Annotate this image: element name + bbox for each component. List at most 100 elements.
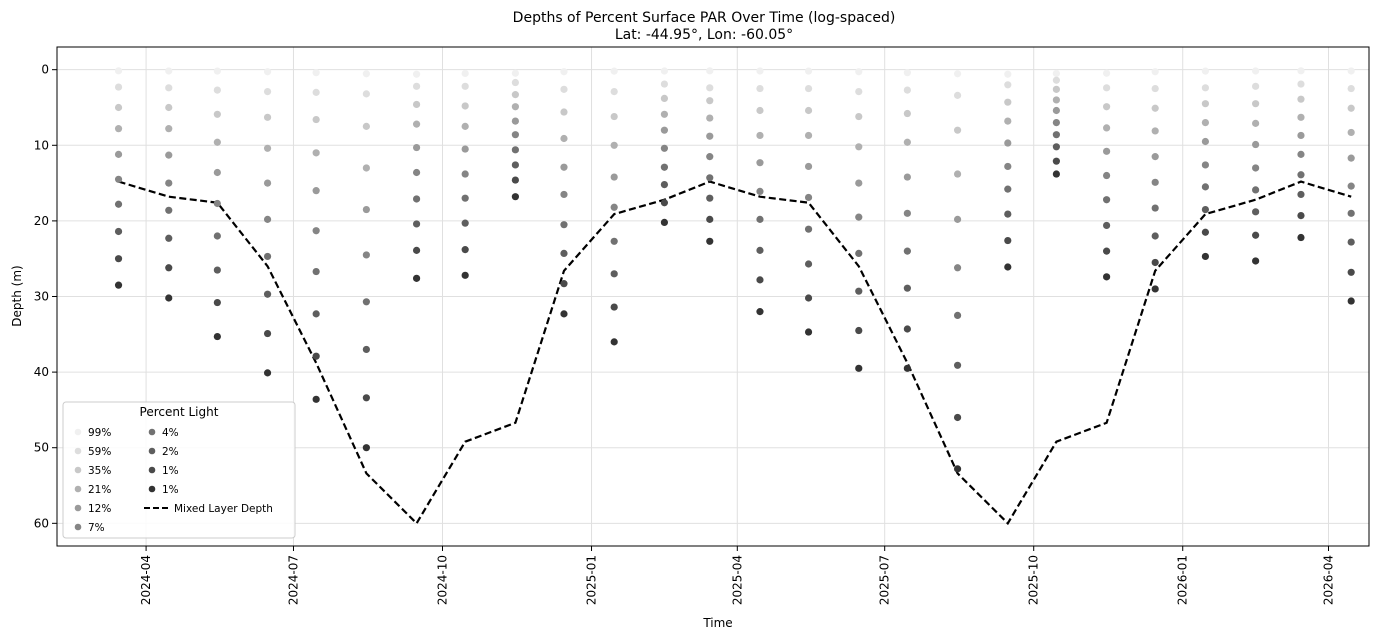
data-point — [1201, 161, 1210, 169]
data-point — [412, 220, 421, 228]
data-point — [1052, 143, 1060, 151]
data-point — [660, 126, 669, 134]
data-point — [412, 100, 421, 109]
data-point — [114, 227, 123, 236]
data-point — [1052, 119, 1060, 127]
data-point — [560, 134, 568, 143]
data-point — [855, 287, 863, 295]
data-point — [1297, 95, 1305, 103]
y-tick-label: 20 — [34, 214, 49, 228]
data-point — [165, 234, 173, 242]
data-point — [1052, 106, 1060, 115]
data-point — [1103, 247, 1111, 255]
data-point — [1252, 231, 1260, 239]
legend-marker — [148, 485, 156, 493]
data-point — [660, 94, 669, 103]
data-point — [1347, 84, 1355, 93]
data-point — [213, 67, 221, 75]
data-point — [362, 164, 370, 172]
data-point — [1347, 128, 1355, 137]
data-point — [263, 290, 272, 298]
data-point — [312, 267, 320, 276]
mixed-layer-depth-path — [118, 180, 1352, 526]
data-point — [511, 69, 519, 77]
data-point — [756, 67, 764, 75]
data-point — [756, 246, 764, 254]
data-point — [1151, 127, 1159, 135]
data-point — [1297, 171, 1305, 179]
data-point — [263, 369, 272, 377]
data-point — [706, 84, 714, 92]
data-point — [312, 352, 320, 360]
data-point — [263, 144, 272, 152]
data-point — [511, 176, 519, 184]
data-point — [756, 131, 764, 140]
mixed-layer-depth-line — [118, 180, 1352, 526]
data-point — [610, 88, 618, 96]
data-point — [362, 122, 370, 130]
data-point — [756, 215, 764, 223]
data-point — [263, 88, 272, 96]
x-axis: 2024-04 2024-07 2024-10 2025-01 2025-04 2025-… — [139, 546, 1336, 605]
data-point — [412, 168, 421, 177]
data-point — [706, 215, 714, 223]
data-point — [1103, 147, 1111, 155]
data-point — [1004, 236, 1012, 245]
data-point — [1151, 204, 1159, 212]
x-tick-label: 2025-07 — [878, 555, 892, 605]
data-point — [1347, 297, 1355, 305]
data-point — [362, 444, 370, 452]
data-point — [903, 284, 911, 292]
data-point — [1252, 67, 1260, 75]
data-point — [362, 345, 370, 354]
x-tick-label: 2026-04 — [1322, 555, 1336, 605]
data-point — [903, 138, 911, 146]
data-point — [263, 215, 272, 223]
data-point — [903, 364, 911, 372]
data-point — [660, 80, 669, 88]
data-point — [560, 68, 568, 76]
x-tick-label: 2025-04 — [730, 555, 744, 605]
data-point — [461, 102, 469, 110]
legend-marker — [74, 485, 82, 493]
data-point — [1201, 137, 1210, 146]
data-point — [804, 67, 813, 75]
data-point — [804, 294, 813, 302]
data-point — [560, 310, 568, 318]
data-point — [953, 311, 962, 320]
data-point — [1347, 182, 1355, 190]
data-point — [1297, 131, 1305, 140]
data-point — [165, 84, 173, 92]
data-point — [660, 181, 669, 189]
data-point — [511, 161, 519, 169]
data-point — [855, 68, 863, 76]
data-point — [1052, 157, 1060, 165]
data-point — [903, 173, 911, 181]
data-point — [804, 225, 813, 233]
data-point — [610, 338, 618, 346]
data-point — [1252, 82, 1260, 90]
data-point — [903, 69, 911, 77]
data-point — [1201, 205, 1210, 214]
data-point — [610, 141, 618, 149]
legend-label: 21% — [88, 484, 111, 496]
data-point — [1151, 258, 1159, 267]
x-tick-label: 2024-04 — [139, 555, 153, 605]
data-point — [560, 163, 568, 171]
data-point — [610, 173, 618, 181]
data-point — [461, 194, 469, 202]
data-point — [1297, 113, 1305, 121]
data-point — [1297, 67, 1305, 75]
data-point — [165, 103, 173, 112]
y-tick-label: 0 — [41, 63, 49, 77]
data-point — [804, 106, 813, 115]
chart-subtitle: Lat: -44.95°, Lon: -60.05° — [615, 27, 793, 43]
data-point — [461, 246, 469, 254]
data-point — [511, 78, 519, 87]
data-point — [263, 113, 272, 121]
data-point — [1252, 208, 1260, 216]
data-point — [855, 143, 863, 151]
data-point — [1103, 69, 1111, 77]
data-point — [1052, 85, 1060, 93]
legend-marker — [148, 428, 156, 436]
